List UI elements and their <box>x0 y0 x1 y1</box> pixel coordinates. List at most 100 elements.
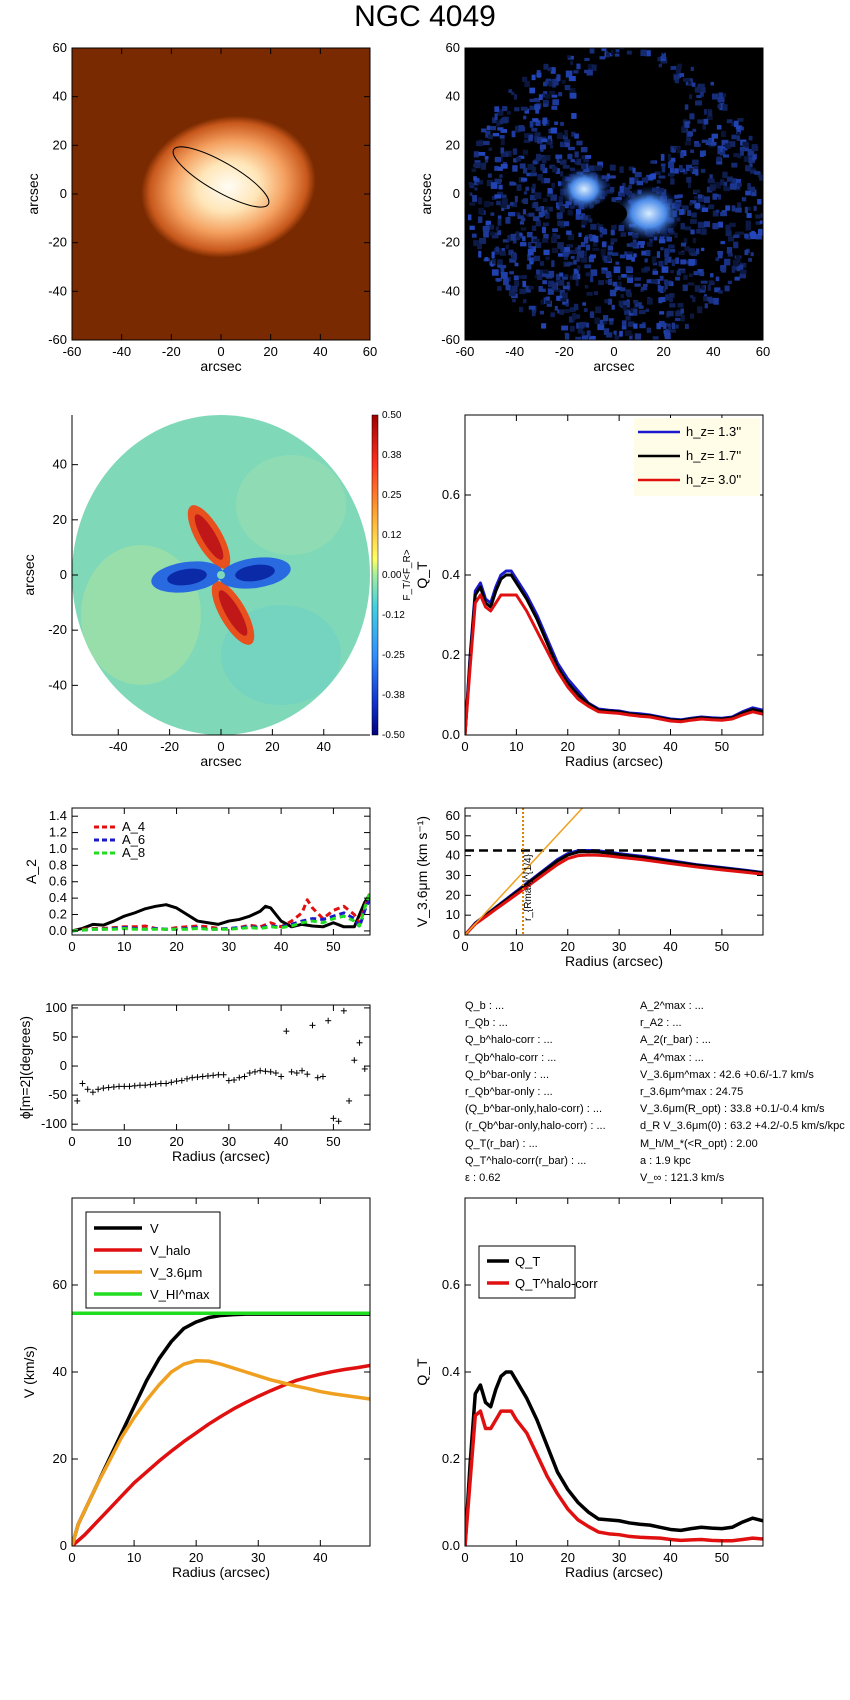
noise-pixel <box>567 55 571 59</box>
noise-pixel <box>751 144 759 151</box>
plot-area <box>465 808 763 935</box>
noise-pixel <box>634 283 641 287</box>
noise-pixel <box>491 251 495 259</box>
noise-pixel <box>572 273 578 280</box>
noise-pixel <box>561 292 568 300</box>
noise-pixel <box>732 259 739 267</box>
noise-pixel <box>710 141 717 146</box>
noise-pixel <box>641 250 647 256</box>
noise-pixel <box>699 150 705 157</box>
noise-pixel <box>577 245 581 250</box>
y-tick-label: -50 <box>48 1087 67 1102</box>
noise-pixel <box>746 212 752 218</box>
noise-pixel <box>541 138 548 143</box>
noise-pixel <box>646 327 652 333</box>
noise-pixel <box>722 171 728 179</box>
noise-pixel <box>681 314 685 322</box>
x-tick-label: 40 <box>663 939 677 954</box>
y-axis-label: A_2 <box>23 859 39 884</box>
noise-pixel <box>543 249 550 256</box>
noise-pixel <box>514 107 520 112</box>
param-left-10: ε : 0.62 <box>465 1172 501 1184</box>
noise-pixel <box>581 219 588 225</box>
noise-pixel <box>511 91 515 96</box>
qt-halo-corrected-panel: 0 10 20 30 40 50 0.0 0.2 0.4 0.6 Radius (arcsec) Q_… <box>414 1197 764 1580</box>
noise-pixel <box>560 171 564 177</box>
noise-pixel <box>620 232 627 237</box>
noise-pixel <box>697 194 705 202</box>
x-tick-label: 30 <box>251 1550 265 1565</box>
noise-pixel <box>552 78 559 86</box>
noise-pixel <box>693 271 699 276</box>
noise-pixel <box>604 299 609 304</box>
noise-pixel <box>757 199 762 205</box>
noise-pixel <box>736 178 742 185</box>
noise-pixel <box>573 303 579 311</box>
noise-pixel <box>646 279 652 284</box>
noise-pixel <box>536 70 541 74</box>
noise-pixel <box>592 242 598 247</box>
noise-pixel <box>529 194 537 201</box>
noise-pixel <box>733 234 740 238</box>
noise-pixel <box>496 191 504 196</box>
noise-pixel <box>667 153 672 161</box>
noise-pixel <box>601 253 606 258</box>
noise-pixel <box>651 279 658 284</box>
noise-pixel <box>495 246 500 252</box>
noise-pixel <box>574 151 579 158</box>
noise-pixel <box>541 238 549 243</box>
noise-pixel <box>505 284 511 291</box>
param-left-8: Q_T(r_bar) : ... <box>465 1137 538 1150</box>
noise-pixel <box>574 314 581 319</box>
legend-label: A_6 <box>122 832 145 847</box>
noise-pixel <box>543 91 548 95</box>
noise-pixel <box>618 281 622 288</box>
x-tick-label: 0 <box>217 739 224 754</box>
noise-pixel <box>702 150 707 157</box>
x-tick-label: 60 <box>756 344 770 359</box>
x-tick-label: 10 <box>117 939 131 954</box>
noise-pixel <box>562 204 569 209</box>
noise-pixel <box>690 218 697 224</box>
x-tick-label: 0 <box>68 1134 75 1149</box>
x-axis-label: arcsec <box>593 358 634 374</box>
noise-pixel <box>468 182 473 186</box>
noise-pixel <box>497 259 503 265</box>
noise-pixel <box>739 146 746 151</box>
noise-pixel <box>683 78 690 82</box>
x-tick-label: 20 <box>169 939 183 954</box>
noise-pixel <box>513 158 518 163</box>
colorbar-tick: 0.38 <box>382 450 402 461</box>
noise-pixel <box>543 103 548 108</box>
x-axis-label: Radius (arcsec) <box>565 1564 663 1580</box>
noise-pixel <box>722 154 730 158</box>
noise-pixel <box>505 217 511 224</box>
noise-pixel <box>535 108 539 114</box>
noise-pixel <box>490 182 498 189</box>
noise-pixel <box>511 285 518 293</box>
noise-pixel <box>606 52 610 58</box>
noise-pixel <box>664 282 668 290</box>
noise-pixel <box>526 231 533 238</box>
noise-pixel <box>629 177 635 185</box>
noise-pixel <box>526 264 532 270</box>
noise-pixel <box>720 130 726 138</box>
noise-pixel <box>680 308 684 314</box>
noise-pixel <box>745 206 751 211</box>
noise-pixel <box>584 264 592 269</box>
noise-pixel <box>658 260 664 267</box>
noise-pixel <box>724 285 730 292</box>
noise-pixel <box>511 130 516 138</box>
x-tick-label: 20 <box>189 1550 203 1565</box>
noise-pixel <box>750 252 754 257</box>
noise-pixel <box>689 113 695 120</box>
figure-title: NGC 4049 <box>354 0 496 33</box>
noise-pixel <box>518 125 524 132</box>
y-axis-label: arcsec <box>25 173 41 214</box>
noise-pixel <box>628 166 635 171</box>
noise-pixel <box>543 63 549 70</box>
noise-pixel <box>689 168 694 172</box>
noise-pixel <box>609 289 617 297</box>
noise-pixel <box>731 205 736 212</box>
x-tick-label: 20 <box>561 739 575 754</box>
